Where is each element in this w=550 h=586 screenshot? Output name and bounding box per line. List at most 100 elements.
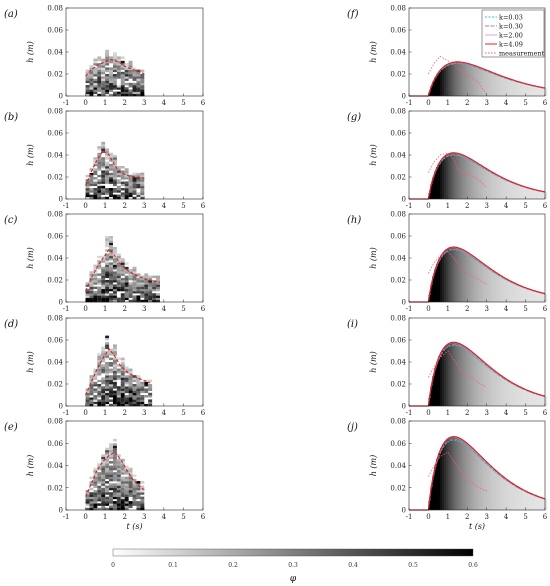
- heatmap-cell: [85, 87, 90, 90]
- heatmap-cell: [97, 190, 102, 193]
- heatmap-cell: [97, 185, 102, 189]
- heatmap-cell: [109, 174, 113, 178]
- shade-strip: [543, 87, 546, 96]
- heatmap-cell: [109, 93, 113, 97]
- x-tick-label: 2: [465, 99, 469, 107]
- heatmap-cell: [101, 485, 106, 489]
- shade-strip: [473, 160, 476, 199]
- heatmap-cell: [105, 177, 110, 180]
- heatmap-cell: [101, 69, 106, 73]
- heatmap-cell: [132, 174, 137, 178]
- heatmap-cell: [140, 397, 145, 400]
- heatmap-cell: [132, 299, 137, 303]
- heatmap-cell: [132, 483, 137, 486]
- heatmap-cell: [85, 390, 90, 394]
- shade-strip: [508, 180, 511, 199]
- legend-label: k=0.03: [499, 13, 523, 21]
- x-tick-label: 4: [162, 99, 167, 107]
- shade-strip: [484, 363, 488, 406]
- heatmap-cell: [112, 379, 117, 383]
- y-tick-label: 0.02: [390, 174, 406, 182]
- heatmap-cell: [89, 397, 94, 400]
- heatmap-cell: [93, 170, 98, 173]
- heatmap-cell: [124, 388, 129, 391]
- heatmap-cell: [105, 370, 110, 374]
- shade-strip: [500, 75, 503, 96]
- heatmap-cell: [124, 89, 129, 92]
- heatmap-cell: [116, 288, 121, 292]
- heatmap-cell: [140, 286, 145, 290]
- heatmap-cell: [101, 381, 106, 385]
- shade-strip: [459, 62, 462, 96]
- shade-strip: [502, 76, 505, 96]
- heatmap-cell: [120, 379, 125, 383]
- heatmap-cell: [120, 375, 125, 378]
- heatmap-cell: [89, 399, 94, 402]
- shade-strip: [447, 248, 451, 302]
- x-tick-label: 1: [103, 202, 107, 210]
- heatmap-cell: [140, 190, 145, 193]
- heatmap-cell: [120, 469, 125, 473]
- heatmap-cell: [116, 76, 121, 79]
- shade-strip: [545, 88, 548, 96]
- panel-i: -1 0 1 2 3 4 5 600.020.040.060.08h (m)(i): [347, 315, 548, 418]
- shade-strip: [440, 448, 443, 510]
- heatmap-cell: [124, 170, 129, 173]
- heatmap-cell: [120, 501, 125, 504]
- heatmap-cell: [85, 492, 90, 495]
- shade-strip: [523, 287, 526, 302]
- heatmap-cell: [93, 395, 98, 398]
- heatmap-cell: [109, 452, 113, 455]
- heatmap-cell: [128, 299, 133, 303]
- heatmap-cell: [116, 487, 121, 491]
- curve-k030: [409, 154, 546, 200]
- x-tick-label: 6: [201, 409, 206, 417]
- y-tick-label: 0.04: [390, 462, 406, 470]
- heatmap-cell: [89, 476, 94, 480]
- heatmap-cell: [97, 161, 102, 165]
- heatmap-cell: [97, 485, 102, 489]
- heatmap-cell: [97, 362, 102, 365]
- panel-label: (h): [347, 215, 361, 226]
- heatmap-cell: [109, 170, 113, 173]
- heatmap-cell: [105, 362, 110, 365]
- shade-strip: [504, 178, 507, 199]
- heatmap-cell: [112, 166, 117, 169]
- heatmap-cell: [109, 172, 113, 176]
- shade-strip: [543, 191, 546, 199]
- x-tick-label: 1: [103, 305, 107, 313]
- heatmap-cell: [89, 487, 94, 491]
- heatmap-cell: [128, 390, 133, 394]
- heatmap-cell: [116, 505, 121, 509]
- shade-strip: [508, 280, 511, 302]
- heatmap-cell: [101, 377, 106, 380]
- shade-strip: [523, 490, 526, 510]
- heatmap-cell: [109, 163, 113, 167]
- heatmap-cell: [97, 373, 102, 376]
- heatmap-cell: [85, 401, 90, 405]
- heatmap-cell: [112, 155, 117, 158]
- heatmap-cell: [120, 71, 125, 75]
- heatmap-cell: [101, 275, 106, 279]
- heatmap-cell: [109, 478, 113, 482]
- heatmap-cell: [116, 174, 121, 178]
- heatmap-cell: [124, 507, 129, 511]
- heatmap-cell: [89, 288, 94, 292]
- shade-strip: [455, 153, 458, 199]
- heatmap-cell: [85, 188, 90, 191]
- measurement-curve: [428, 451, 487, 492]
- heatmap-cell: [101, 487, 106, 491]
- heatmap-cell: [128, 91, 133, 95]
- heatmap-cell: [101, 159, 106, 162]
- shade-strip: [467, 63, 470, 96]
- heatmap-cell: [140, 192, 145, 195]
- heatmap-cell: [128, 478, 133, 482]
- heatmap-cell: [132, 277, 137, 281]
- shade-strip: [465, 156, 468, 199]
- x-tick-label: 2: [122, 513, 126, 521]
- heatmap-cell: [105, 487, 110, 491]
- legend-label: k=0.30: [499, 22, 523, 30]
- heatmap-cell: [116, 472, 121, 475]
- shade-strip: [510, 381, 513, 406]
